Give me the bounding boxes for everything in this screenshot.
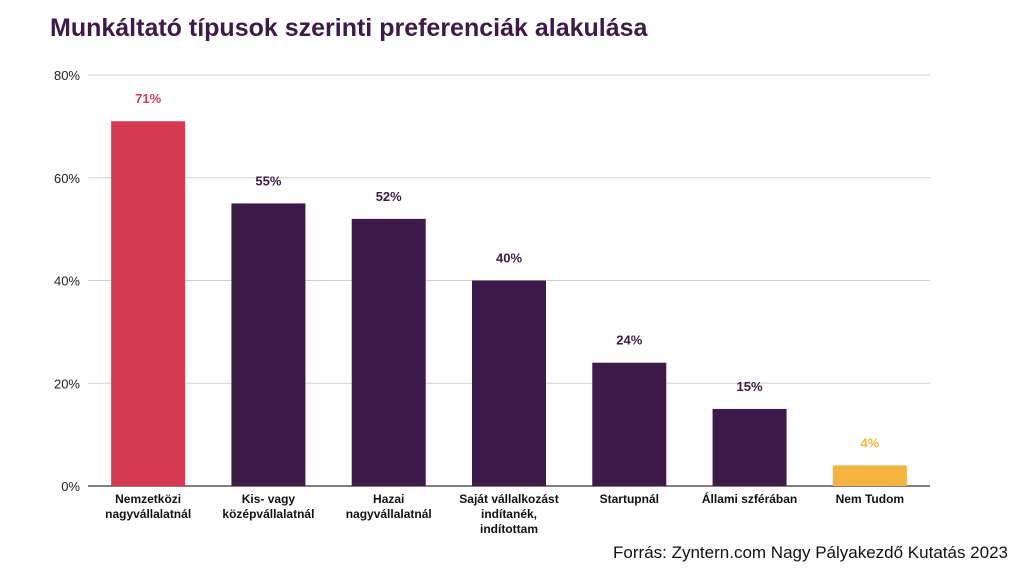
bar: [592, 362, 667, 486]
x-tick-label: Hazai nagyvállalatnál: [346, 492, 432, 521]
x-tick-label: Saját vállalkozást indítanék, indítottam: [459, 492, 558, 536]
bar: [231, 203, 306, 486]
data-label: 55%: [255, 173, 281, 188]
data-label: 40%: [496, 251, 522, 266]
y-tick-label: 80%: [54, 68, 80, 83]
data-label: 24%: [616, 333, 642, 348]
y-tick-label: 60%: [54, 171, 80, 186]
y-tick-label: 20%: [54, 376, 80, 391]
x-tick-label: Nem Tudom: [836, 492, 904, 506]
y-axis-ticks: 0% 20% 40% 60% 80%: [54, 68, 80, 494]
x-tick-label: Startupnál: [600, 492, 659, 506]
source-note: Forrás: Zyntern.com Nagy Pályakezdő Kuta…: [613, 543, 1008, 562]
bar: [351, 218, 426, 486]
category-labels: Nemzetközi nagyvállalatnál Kis- vagy középv…: [105, 491, 904, 536]
bar: [832, 465, 907, 486]
chart-title: Munkáltató típusok szerinti preferenciák…: [50, 14, 648, 42]
bars: [111, 121, 907, 487]
bar: [472, 280, 546, 486]
data-label: 52%: [376, 189, 402, 204]
x-tick-label: Nemzetközi nagyvállalatnál: [105, 492, 191, 521]
data-label: 4%: [860, 435, 879, 450]
x-tick-label: Állami szférában: [702, 491, 797, 506]
bar: [111, 121, 186, 487]
bar: [712, 408, 787, 486]
y-tick-label: 40%: [54, 274, 80, 289]
y-tick-label: 0%: [61, 479, 80, 494]
data-label: 15%: [737, 379, 763, 394]
x-tick-label: Kis- vagy középvállalatnál: [222, 492, 314, 521]
data-label: 71%: [135, 91, 161, 106]
value-labels: 71% 55% 52% 40% 24% 15% 4%: [135, 91, 880, 450]
